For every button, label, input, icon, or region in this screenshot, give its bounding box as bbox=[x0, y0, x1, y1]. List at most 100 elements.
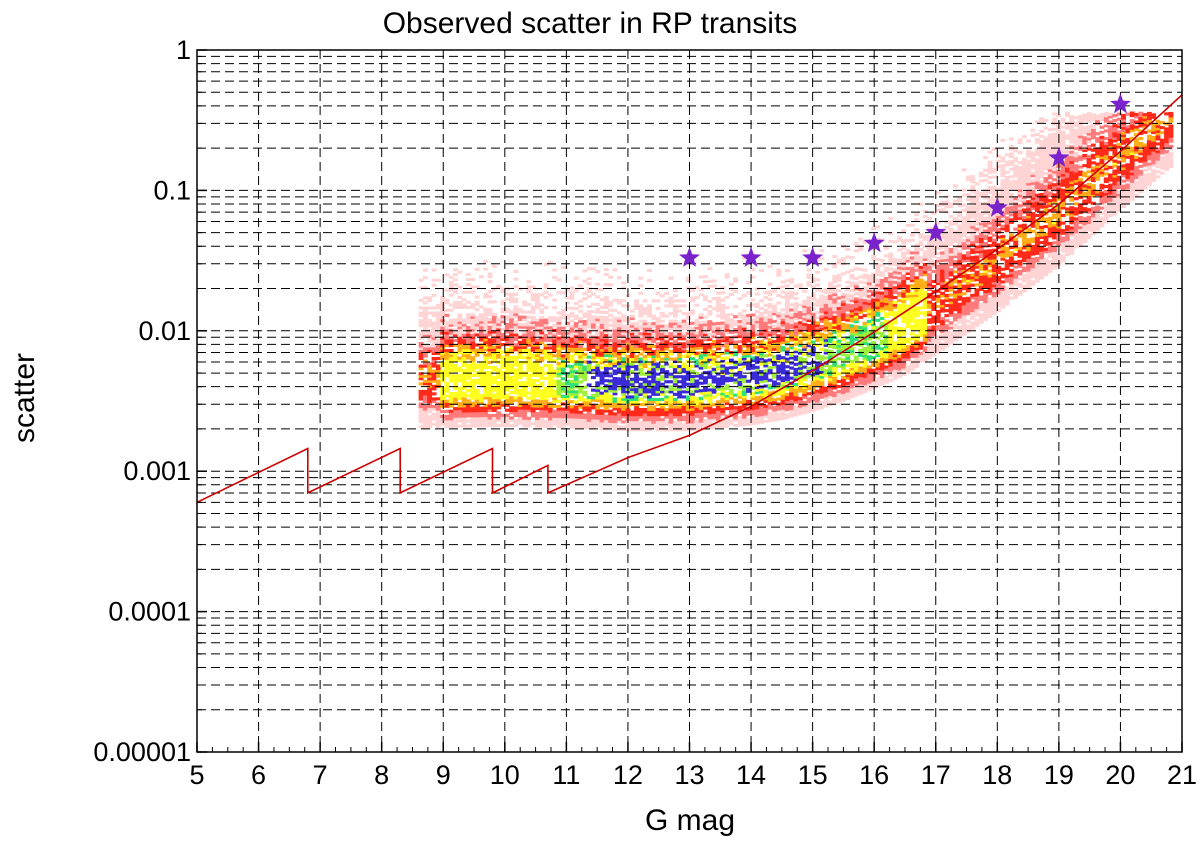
density-cell bbox=[780, 313, 786, 317]
density-cell bbox=[629, 354, 635, 358]
density-cell bbox=[556, 346, 562, 350]
density-cell bbox=[905, 284, 911, 288]
density-cell bbox=[690, 321, 695, 325]
density-cell bbox=[660, 294, 665, 298]
density-cell bbox=[595, 325, 601, 329]
density-cell bbox=[690, 377, 695, 381]
density-cell bbox=[845, 389, 851, 393]
density-cell bbox=[556, 425, 562, 429]
density-cell bbox=[703, 320, 708, 324]
density-cell bbox=[884, 352, 889, 356]
density-cell bbox=[720, 392, 726, 396]
density-cell bbox=[504, 292, 510, 296]
density-cell bbox=[565, 382, 570, 386]
density-cell bbox=[784, 284, 790, 288]
density-cell bbox=[552, 316, 558, 320]
density-cell bbox=[922, 268, 928, 272]
density-cell bbox=[888, 325, 894, 329]
density-cell bbox=[681, 403, 687, 407]
density-cell bbox=[685, 322, 691, 326]
density-cell bbox=[638, 385, 644, 389]
density-cell bbox=[539, 348, 545, 352]
density-cell bbox=[810, 325, 816, 329]
density-cell bbox=[612, 387, 618, 391]
density-cell bbox=[888, 348, 894, 352]
density-cell bbox=[539, 338, 545, 342]
density-cell bbox=[591, 322, 596, 326]
density-cell bbox=[780, 280, 786, 284]
density-cell bbox=[642, 309, 648, 313]
density-cell bbox=[741, 334, 747, 338]
density-cell bbox=[694, 412, 700, 416]
density-cell bbox=[750, 323, 756, 327]
density-cell bbox=[621, 304, 627, 308]
density-cell bbox=[759, 334, 764, 338]
density-cell bbox=[927, 348, 932, 352]
density-cell bbox=[509, 418, 514, 422]
density-cell bbox=[871, 285, 876, 289]
density-cell bbox=[479, 409, 484, 413]
density-cell bbox=[927, 217, 932, 221]
density-cell bbox=[595, 338, 601, 342]
density-cell bbox=[905, 277, 911, 281]
density-cell bbox=[595, 340, 601, 344]
density-cell bbox=[767, 396, 773, 400]
density-cell bbox=[780, 396, 786, 400]
density-cell bbox=[789, 407, 795, 411]
density-cell bbox=[530, 411, 536, 415]
density-cell bbox=[840, 348, 846, 352]
density-cell bbox=[461, 412, 467, 416]
density-cell bbox=[703, 421, 708, 425]
density-cell bbox=[862, 369, 868, 373]
density-cell bbox=[832, 298, 838, 302]
density-cell bbox=[535, 321, 540, 325]
density-cell bbox=[591, 292, 596, 296]
density-cell bbox=[647, 425, 652, 429]
density-cell bbox=[535, 353, 540, 357]
density-cell bbox=[634, 377, 639, 381]
density-cell bbox=[535, 406, 540, 410]
density-cell bbox=[453, 381, 458, 385]
density-cell bbox=[810, 396, 816, 400]
density-cell bbox=[500, 287, 506, 291]
density-cell bbox=[797, 338, 803, 342]
density-cell bbox=[763, 412, 769, 416]
density-cell bbox=[918, 324, 924, 328]
density-cell bbox=[603, 379, 609, 383]
density-cell bbox=[616, 349, 622, 353]
density-cell bbox=[703, 295, 708, 299]
density-cell bbox=[802, 347, 808, 351]
density-cell bbox=[784, 296, 790, 300]
density-cell bbox=[789, 394, 795, 398]
density-cell bbox=[440, 316, 446, 320]
density-cell bbox=[720, 377, 726, 381]
density-cell bbox=[918, 341, 924, 345]
density-cell bbox=[901, 284, 907, 288]
density-cell bbox=[780, 341, 786, 345]
density-cell bbox=[914, 278, 920, 282]
density-cell bbox=[905, 309, 911, 313]
density-cell bbox=[573, 314, 579, 318]
density-cell bbox=[491, 264, 497, 268]
density-cell bbox=[737, 340, 743, 344]
density-cell bbox=[685, 400, 691, 404]
density-cell bbox=[690, 390, 695, 394]
density-cell bbox=[431, 384, 437, 388]
density-cell bbox=[629, 337, 635, 341]
density-cell bbox=[772, 408, 777, 412]
density-cell bbox=[905, 266, 911, 270]
density-cell bbox=[793, 292, 799, 296]
density-cell bbox=[599, 361, 605, 365]
density-cell bbox=[892, 311, 898, 315]
density-cell bbox=[897, 299, 902, 303]
density-cell bbox=[487, 307, 493, 311]
density-cell bbox=[892, 344, 898, 348]
density-cell bbox=[569, 375, 575, 379]
density-cell bbox=[858, 247, 864, 251]
density-cell bbox=[483, 404, 489, 408]
density-cell bbox=[922, 318, 928, 322]
density-cell bbox=[569, 369, 575, 373]
density-cell bbox=[901, 289, 907, 293]
density-cell bbox=[647, 352, 652, 356]
density-cell bbox=[487, 388, 493, 392]
